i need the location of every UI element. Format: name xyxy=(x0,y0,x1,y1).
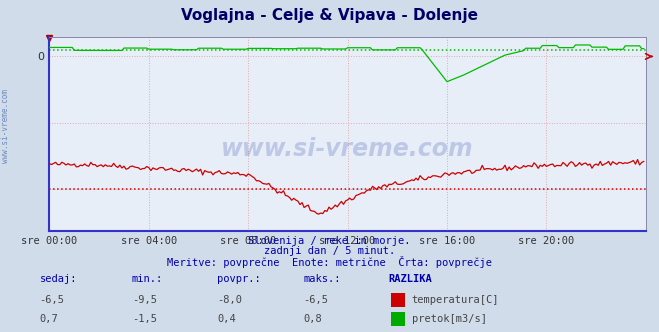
Text: 0,8: 0,8 xyxy=(303,314,322,324)
Text: temperatura[C]: temperatura[C] xyxy=(412,295,500,305)
Text: maks.:: maks.: xyxy=(303,274,341,284)
Text: -6,5: -6,5 xyxy=(303,295,328,305)
Text: Voglajna - Celje & Vipava - Dolenje: Voglajna - Celje & Vipava - Dolenje xyxy=(181,8,478,23)
Text: Meritve: povprečne  Enote: metrične  Črta: povprečje: Meritve: povprečne Enote: metrične Črta:… xyxy=(167,256,492,268)
Text: min.:: min.: xyxy=(132,274,163,284)
Text: www.si-vreme.com: www.si-vreme.com xyxy=(221,137,474,161)
Text: -8,0: -8,0 xyxy=(217,295,243,305)
Text: -6,5: -6,5 xyxy=(40,295,65,305)
Text: -1,5: -1,5 xyxy=(132,314,157,324)
Text: 0,7: 0,7 xyxy=(40,314,58,324)
Text: povpr.:: povpr.: xyxy=(217,274,261,284)
Text: pretok[m3/s]: pretok[m3/s] xyxy=(412,314,487,324)
Text: www.si-vreme.com: www.si-vreme.com xyxy=(1,89,10,163)
Text: Slovenija / reke in morje.: Slovenija / reke in morje. xyxy=(248,236,411,246)
Text: zadnji dan / 5 minut.: zadnji dan / 5 minut. xyxy=(264,246,395,256)
Text: RAZLIKA: RAZLIKA xyxy=(389,274,432,284)
Text: -9,5: -9,5 xyxy=(132,295,157,305)
Text: sedaj:: sedaj: xyxy=(40,274,77,284)
Text: 0,4: 0,4 xyxy=(217,314,236,324)
